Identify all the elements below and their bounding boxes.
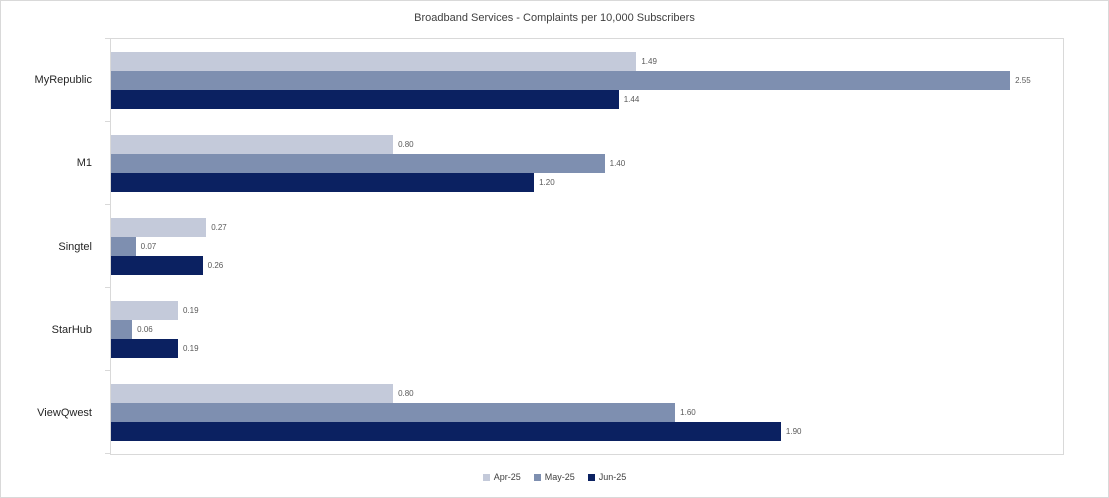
legend-item-may-25: May-25 bbox=[533, 472, 575, 482]
axis-tick bbox=[105, 453, 110, 454]
bar-jun-25-singtel: 0.26 bbox=[111, 256, 223, 275]
axis-tick bbox=[105, 121, 110, 122]
bar-value-label: 0.26 bbox=[207, 261, 224, 270]
bar-value-label: 2.55 bbox=[1015, 76, 1031, 85]
bar-value-label: 1.90 bbox=[785, 427, 802, 436]
legend-swatch-icon bbox=[482, 473, 490, 481]
bar-may-25-viewqwest: 1.60 bbox=[111, 403, 696, 422]
category-label-viewqwest: ViewQwest bbox=[37, 407, 92, 420]
axis-tick bbox=[105, 204, 110, 205]
bar-apr-25-starhub: 0.19 bbox=[111, 301, 199, 320]
category-label-starhub: StarHub bbox=[51, 323, 92, 336]
category-axis: MyRepublic M1 Singtel StarHub ViewQwest bbox=[1, 38, 101, 455]
axis-tick bbox=[105, 38, 110, 39]
bar-value-label: 0.07 bbox=[140, 242, 157, 251]
category-row-singtel: 0.27 0.07 0.26 bbox=[111, 205, 1063, 288]
category-label-myrepublic: MyRepublic bbox=[34, 73, 92, 86]
category-label-m1: M1 bbox=[76, 157, 92, 170]
axis-tick bbox=[105, 287, 110, 288]
legend-swatch-icon bbox=[587, 473, 595, 481]
category-row-starhub: 0.19 0.06 0.19 bbox=[111, 288, 1063, 371]
bar-jun-25-viewqwest: 1.90 bbox=[111, 422, 802, 441]
bar-value-label: 0.80 bbox=[398, 140, 414, 149]
bar-value-label: 0.06 bbox=[137, 325, 153, 334]
legend-item-jun-25: Jun-25 bbox=[587, 472, 627, 482]
legend-item-apr-25: Apr-25 bbox=[482, 472, 521, 482]
axis-tick bbox=[105, 370, 110, 371]
legend: Apr-25 May-25 Jun-25 bbox=[1, 472, 1108, 482]
bar-value-label: 1.44 bbox=[623, 95, 640, 104]
bar-apr-25-viewqwest: 0.80 bbox=[111, 384, 414, 403]
bar-value-label: 1.20 bbox=[539, 178, 555, 187]
bar-value-label: 1.60 bbox=[680, 408, 696, 417]
category-row-viewqwest: 0.80 1.60 1.90 bbox=[111, 371, 1063, 454]
bar-value-label: 1.49 bbox=[641, 57, 657, 66]
bar-apr-25-singtel: 0.27 bbox=[111, 218, 227, 237]
legend-label: Apr-25 bbox=[493, 472, 521, 482]
bar-may-25-myrepublic: 2.55 bbox=[111, 71, 1031, 90]
chart-title: Broadband Services - Complaints per 10,0… bbox=[414, 12, 695, 24]
category-label-singtel: Singtel bbox=[58, 240, 92, 253]
bar-value-label: 1.40 bbox=[609, 159, 626, 168]
bar-apr-25-myrepublic: 1.49 bbox=[111, 52, 657, 71]
legend-label: May-25 bbox=[544, 472, 575, 482]
bar-jun-25-myrepublic: 1.44 bbox=[111, 90, 639, 109]
legend-label: Jun-25 bbox=[598, 472, 627, 482]
bar-jun-25-starhub: 0.19 bbox=[111, 339, 199, 358]
bar-may-25-starhub: 0.06 bbox=[111, 320, 153, 339]
bar-jun-25-m1: 1.20 bbox=[111, 173, 555, 192]
bar-value-label: 0.19 bbox=[182, 344, 199, 353]
bar-apr-25-m1: 0.80 bbox=[111, 135, 414, 154]
category-row-m1: 0.80 1.40 1.20 bbox=[111, 122, 1063, 205]
bar-value-label: 0.19 bbox=[182, 306, 199, 315]
plot-area: 1.49 2.55 1.44 0.80 1.40 1.20 0.27 0.07 0.26 0.19… bbox=[105, 38, 1064, 455]
bar-value-label: 0.80 bbox=[398, 389, 414, 398]
legend-swatch-icon bbox=[533, 473, 541, 481]
bar-may-25-m1: 1.40 bbox=[111, 154, 625, 173]
category-row-myrepublic: 1.49 2.55 1.44 bbox=[111, 39, 1063, 122]
bar-may-25-singtel: 0.07 bbox=[111, 237, 156, 256]
bar-value-label: 0.27 bbox=[211, 223, 227, 232]
